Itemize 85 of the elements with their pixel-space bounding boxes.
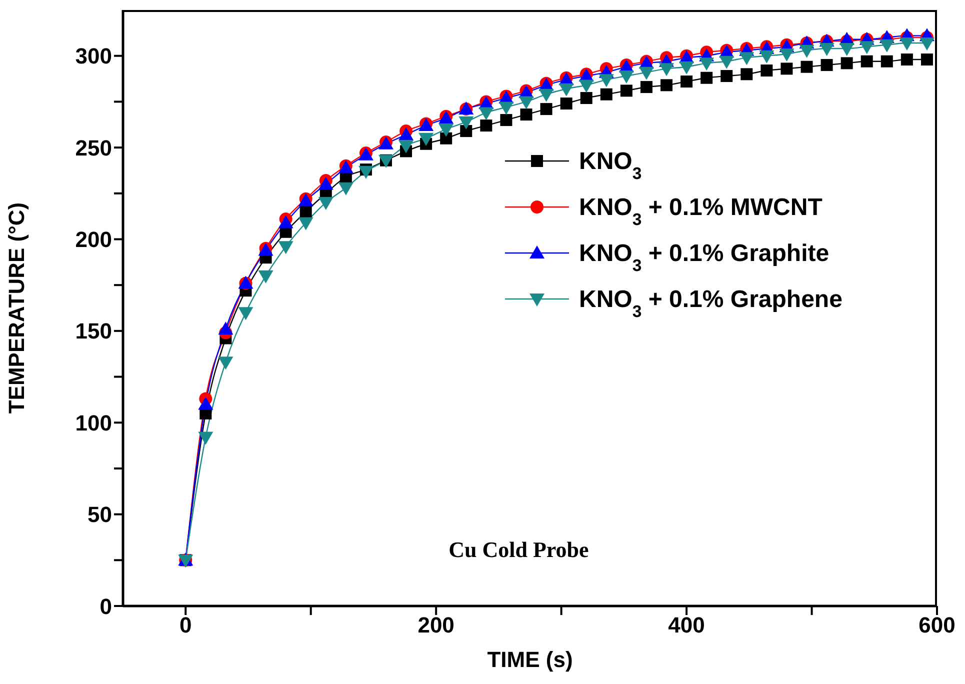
y-axis-title: TEMPERATURE (°C) — [4, 202, 29, 414]
point — [780, 62, 793, 75]
point — [518, 96, 534, 110]
point — [498, 102, 514, 115]
point — [779, 48, 794, 62]
point — [580, 92, 592, 104]
point — [760, 64, 773, 77]
legend-label: KNO$_{3}$ + 0.1% Graphite — [579, 240, 830, 275]
point — [800, 60, 813, 73]
point — [300, 206, 312, 218]
point — [338, 182, 354, 196]
y-tick-label: 50 — [88, 502, 112, 528]
point — [919, 38, 934, 51]
point — [679, 61, 694, 74]
point — [198, 432, 214, 445]
point — [540, 103, 552, 116]
x-tick-label: 400 — [668, 612, 705, 638]
legend-label: KNO$_{3}$ + 0.1% Graphene — [579, 286, 842, 321]
point — [458, 116, 474, 130]
y-tick-label: 0 — [100, 594, 112, 619]
point — [759, 50, 774, 64]
point — [278, 215, 294, 228]
y-tick-label: 300 — [75, 44, 112, 69]
point — [659, 63, 674, 76]
point — [278, 241, 294, 254]
point — [840, 57, 853, 70]
point — [438, 124, 454, 137]
point — [699, 58, 714, 71]
point — [598, 74, 614, 88]
legend-label: KNO$_{3}$ — [579, 148, 642, 183]
annotation: Cu Cold Probe — [448, 537, 589, 564]
point — [358, 166, 374, 179]
point — [578, 80, 594, 93]
point — [860, 55, 873, 68]
point — [680, 76, 693, 88]
y-tick-label: 100 — [75, 410, 112, 436]
point — [398, 127, 414, 140]
point — [558, 83, 574, 96]
x-tick-label: 600 — [918, 612, 956, 638]
y-tick-label: 150 — [75, 318, 112, 344]
point — [538, 88, 554, 102]
x-tick-label: 200 — [418, 612, 454, 638]
point — [460, 125, 472, 138]
point — [900, 54, 913, 66]
point — [820, 59, 833, 72]
point — [560, 98, 572, 110]
point — [920, 54, 933, 66]
point — [620, 84, 632, 97]
point — [258, 270, 274, 284]
point — [418, 132, 434, 146]
point — [799, 44, 814, 58]
point — [880, 55, 893, 68]
point — [398, 140, 414, 154]
point — [719, 56, 734, 69]
point — [218, 356, 234, 370]
point — [600, 88, 612, 100]
point — [899, 38, 914, 51]
point — [700, 72, 713, 84]
y-tick-label: 250 — [75, 135, 112, 160]
point — [640, 81, 652, 94]
point — [500, 114, 512, 126]
point — [198, 396, 214, 410]
point — [318, 176, 334, 190]
point — [480, 120, 492, 132]
point — [238, 307, 254, 320]
x-axis-title: TIME (s) — [487, 647, 573, 672]
point — [638, 66, 654, 80]
point — [520, 108, 532, 121]
x-tick-label: 0 — [179, 612, 192, 638]
point — [819, 43, 834, 56]
point — [478, 107, 494, 120]
point — [660, 79, 672, 92]
y-tick-label: 200 — [75, 227, 112, 252]
point — [298, 217, 314, 230]
point — [618, 70, 634, 84]
point — [839, 43, 854, 56]
point — [740, 68, 753, 80]
point — [859, 41, 874, 54]
point — [440, 132, 452, 144]
point — [720, 70, 733, 82]
point — [739, 52, 754, 66]
legend-label: KNO$_{3}$ + 0.1% MWCNT — [579, 194, 823, 229]
point — [218, 322, 234, 335]
point — [879, 39, 894, 52]
point — [318, 197, 334, 210]
